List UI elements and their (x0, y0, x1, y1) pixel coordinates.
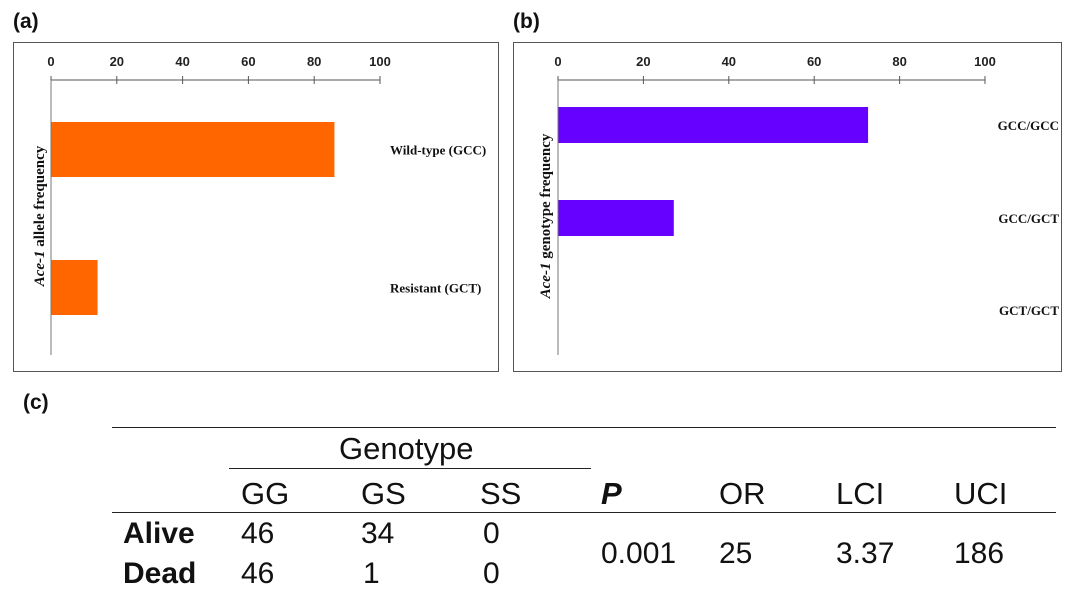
chart-a-tick-label-2: 40 (175, 54, 189, 69)
chart-b-y-axis-label-italic: Ace-1 (538, 263, 554, 300)
chart-b-tick-label-4: 80 (892, 54, 906, 69)
panel-label-c: (c) (23, 391, 49, 414)
stat-odds-ratio: 25 (719, 537, 753, 570)
chart-b-tick-label-2: 40 (722, 54, 736, 69)
col-header-or: OR (719, 476, 766, 511)
dead-gg: 46 (241, 557, 275, 590)
table-header-rule (112, 512, 1056, 513)
stat-uci: 186 (954, 537, 1005, 570)
chart-b-y-axis-label: Ace-1 genotype frequency (538, 133, 554, 299)
chart-b-bar-1 (558, 200, 674, 236)
col-header-uci: UCI (954, 476, 1008, 511)
chart-b-frame: 0 20 40 60 80 100 GCC/GCC GCC/GCT GCT/GCT Ace-1 g… (513, 42, 1062, 372)
chart-a-tick-label-4: 80 (307, 54, 321, 69)
genotype-group-header: Genotype (339, 431, 474, 466)
alive-ss: 0 (483, 517, 500, 550)
chart-b-tick-label-0: 0 (554, 54, 561, 69)
chart-b-tick-label-3: 60 (807, 54, 821, 69)
chart-b-category-label-0: GCC/GCC (998, 118, 1059, 133)
col-header-gg: GG (241, 476, 290, 511)
chart-a-y-axis-label-italic: Ace-1 (32, 250, 48, 287)
chart-a-y-axis-label: Ace-1 allele frequency (32, 145, 48, 287)
row-label-dead: Dead (123, 557, 197, 590)
chart-a-y-axis-label-rest: allele frequency (32, 145, 48, 250)
chart-a-tick-label-3: 60 (241, 54, 255, 69)
chart-b-tick-label-1: 20 (636, 54, 650, 69)
stat-p-value: 0.001 (601, 537, 677, 570)
chart-a-tick-label-1: 20 (110, 54, 124, 69)
chart-a-category-label-0: Wild-type (GCC) (390, 143, 486, 158)
dead-gs: 1 (363, 557, 380, 590)
allele-frequency-chart: 0 20 40 60 80 100 Wild-type (GCC) Resistant (GC… (32, 54, 486, 355)
genotype-frequency-chart: 0 20 40 60 80 100 GCC/GCC GCC/GCT GCT/GCT Ace-1 g… (538, 54, 1059, 355)
genotype-group-rule (229, 468, 591, 469)
chart-a-category-label-1: Resistant (GCT) (390, 281, 481, 296)
stat-lci: 3.37 (836, 537, 895, 570)
panel-label-b: (b) (513, 10, 540, 33)
chart-b-tick-label-5: 100 (974, 54, 996, 69)
chart-b-bar-0 (558, 107, 869, 143)
chart-a-bar-1 (51, 260, 98, 315)
chart-a-tick-label-0: 0 (47, 54, 54, 69)
chart-a-bar-0 (51, 122, 335, 177)
col-header-p: P (601, 476, 622, 511)
alive-gg: 46 (241, 517, 275, 550)
chart-b-category-label-2: GCT/GCT (999, 303, 1059, 318)
col-header-gs: GS (361, 476, 406, 511)
alive-gs: 34 (361, 517, 395, 550)
chart-b-category-label-1: GCC/GCT (998, 211, 1059, 226)
row-label-alive: Alive (123, 517, 195, 550)
chart-b-y-axis-label-rest: genotype frequency (538, 133, 554, 262)
table-top-rule (112, 427, 1056, 428)
col-header-ss: SS (480, 476, 522, 511)
col-header-lci: LCI (836, 476, 885, 511)
chart-a-frame: 0 20 40 60 80 100 Wild-type (GCC) Resistant (GC… (13, 42, 499, 372)
dead-ss: 0 (483, 557, 500, 590)
panel-label-a: (a) (13, 10, 39, 33)
chart-a-tick-label-5: 100 (369, 54, 391, 69)
